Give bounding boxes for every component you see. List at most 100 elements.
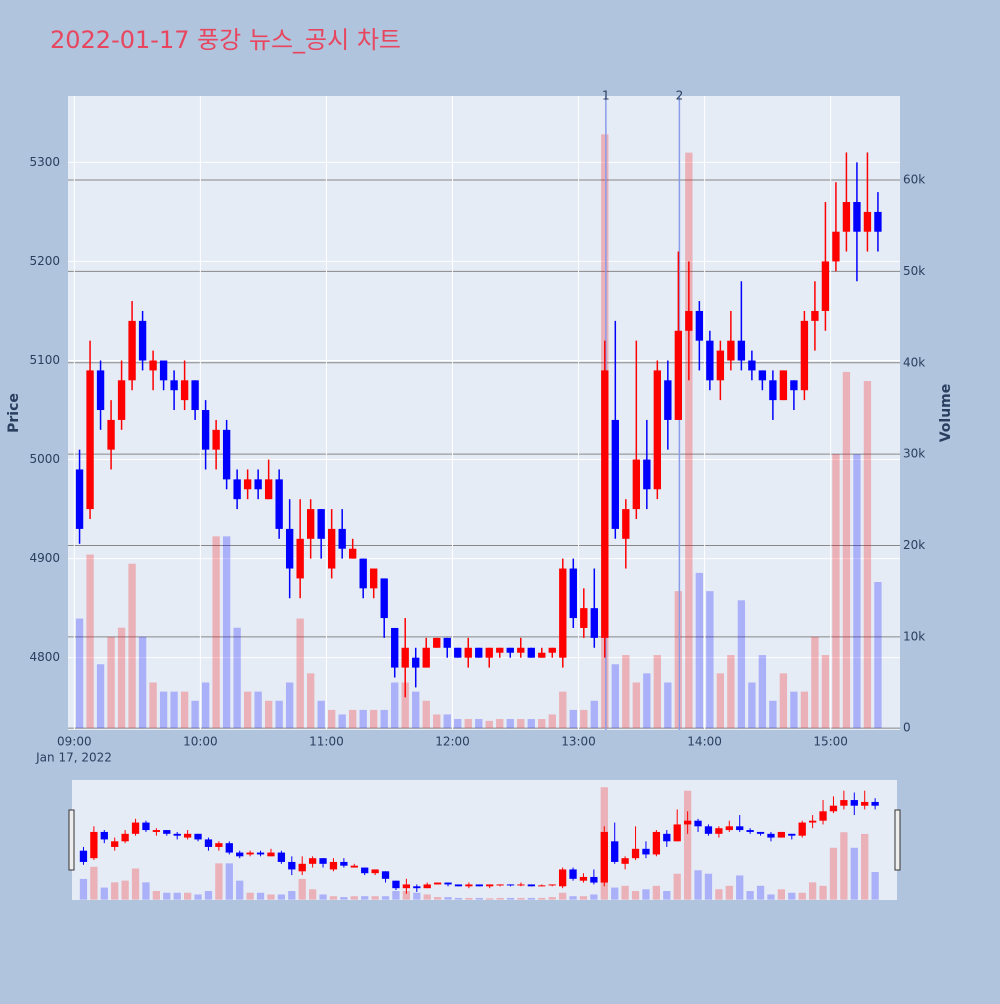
- candle-body: [296, 538, 304, 579]
- plot-layer: 4800 4900 5000 5100 5200 5300 0 10k 20k 30k 40k 50k…: [29, 89, 925, 900]
- slider-candle-body: [236, 852, 244, 857]
- candle-body: [306, 509, 315, 539]
- candle-body: [128, 320, 136, 381]
- volume-bar: [454, 719, 462, 729]
- volume-bar: [517, 719, 525, 729]
- slider-candle-body: [663, 833, 671, 842]
- slider-candle-body: [267, 852, 275, 857]
- volume-bar: [306, 673, 315, 729]
- volume-bar: [138, 636, 147, 729]
- volume-bar: [569, 709, 577, 729]
- slider-volume-bar: [871, 871, 879, 900]
- candle-body: [380, 578, 388, 619]
- slider-volume-bar: [100, 887, 108, 900]
- slider-volume-bar: [611, 887, 619, 900]
- candle-body: [75, 469, 84, 529]
- slider-candle-body: [579, 876, 588, 881]
- slider-volume-bar: [517, 897, 525, 900]
- slider-volume-bar: [548, 897, 556, 900]
- slider-volume-bar: [225, 863, 233, 900]
- slider-candle-body: [871, 801, 879, 806]
- candle-body: [748, 360, 756, 371]
- news-marker-label: 2: [676, 89, 684, 103]
- candle-body: [464, 647, 472, 658]
- candle-body: [695, 310, 704, 341]
- candle-body: [443, 637, 451, 648]
- candle-body: [180, 380, 189, 401]
- slider-volume-bar: [152, 891, 161, 900]
- slider-volume-bar: [256, 892, 265, 900]
- slider-candle-body: [444, 882, 452, 885]
- y2-tick-label: 10k: [903, 629, 925, 643]
- slider-candle-body: [558, 869, 567, 887]
- volume-bar: [243, 691, 252, 729]
- candle-body: [548, 647, 556, 653]
- volume-bar: [254, 691, 262, 729]
- slider-candle-body: [392, 880, 400, 889]
- candle-body: [580, 608, 588, 628]
- volume-bar: [853, 454, 861, 729]
- volume-bar: [653, 655, 662, 729]
- candle-body: [285, 528, 294, 569]
- slider-handle[interactable]: [894, 809, 901, 871]
- slider-volume-bar: [246, 892, 254, 900]
- volume-bar: [737, 600, 746, 729]
- candle-body: [800, 320, 809, 391]
- x-tick-label: 12:00: [435, 735, 470, 749]
- slider-candle-body: [819, 811, 827, 821]
- slider-candle-body: [340, 861, 348, 866]
- volume-bar: [611, 664, 619, 729]
- slider-candle-body: [90, 831, 98, 859]
- slider-candle-body: [569, 869, 577, 879]
- volume-bar: [496, 719, 504, 729]
- x-tick-label: 13:00: [561, 735, 596, 749]
- volume-bar: [296, 618, 304, 729]
- slider-candle-body: [371, 869, 379, 874]
- candle-body: [391, 627, 399, 668]
- slider-volume-bar: [465, 897, 473, 900]
- candle-body: [454, 647, 462, 658]
- volume-bar: [75, 618, 84, 729]
- slider-handle[interactable]: [68, 809, 75, 871]
- slider-volume-bar: [173, 892, 181, 900]
- volume-bar: [159, 691, 168, 729]
- volume-bar: [580, 709, 588, 729]
- volume-bar: [664, 682, 672, 729]
- slider-candle-body: [100, 831, 108, 840]
- volume-bar: [622, 655, 630, 729]
- slider-candle-body: [736, 826, 744, 831]
- slider-candle-body: [475, 884, 483, 887]
- slider-candle-body: [465, 884, 473, 887]
- volume-bar: [401, 682, 409, 729]
- slider-volume-bar: [631, 891, 640, 900]
- candle-body: [191, 380, 199, 411]
- slider-volume-bar: [433, 897, 442, 900]
- range-slider[interactable]: [72, 780, 897, 900]
- candle-body: [590, 608, 598, 638]
- slider-candle-body: [433, 882, 442, 885]
- slider-candle-body: [361, 867, 369, 874]
- slider-volume-bar: [756, 885, 765, 900]
- volume-bar: [380, 709, 388, 729]
- candle-body: [275, 479, 283, 529]
- volume-bar: [233, 627, 241, 729]
- candle-body: [506, 647, 514, 653]
- candle-body: [517, 647, 525, 653]
- slider-volume-bar: [402, 891, 411, 900]
- slider-candle-body: [548, 884, 556, 886]
- slider-volume-bar: [423, 894, 431, 900]
- slider-volume-bar: [131, 868, 140, 900]
- slider-candle-body: [861, 801, 869, 806]
- slider-candle-body: [183, 833, 192, 838]
- slider-volume-bar: [361, 896, 369, 900]
- slider-candle-body: [590, 876, 598, 883]
- candle-body: [716, 350, 725, 381]
- slider-volume-bar: [236, 880, 244, 900]
- slider-volume-bar: [569, 896, 577, 900]
- slider-volume-bar: [767, 894, 775, 900]
- y2-tick-label: 20k: [903, 538, 925, 552]
- candle-body: [86, 370, 94, 510]
- slider-candle-body: [79, 850, 88, 862]
- slider-volume-bar: [381, 896, 390, 900]
- slider-candle-body: [715, 828, 723, 834]
